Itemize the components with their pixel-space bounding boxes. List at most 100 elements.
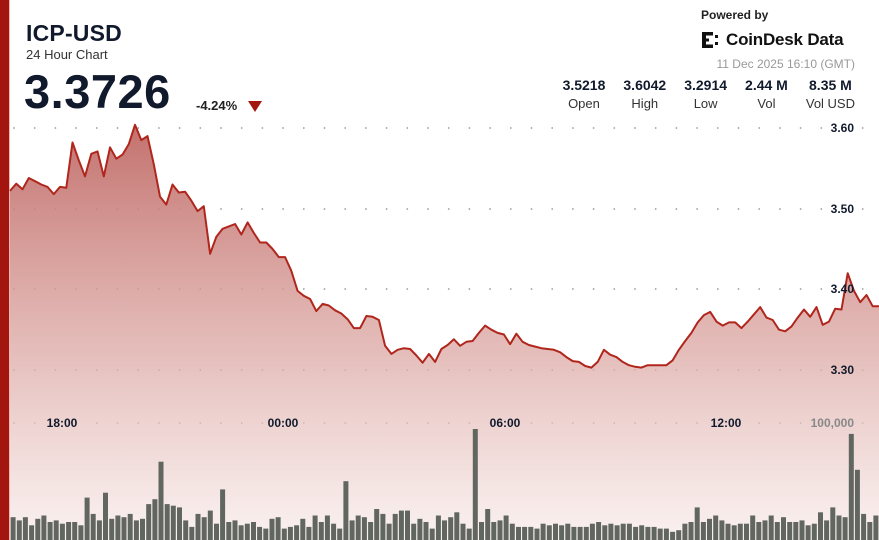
x-tick-label: 18:00	[47, 416, 78, 430]
volume-bar	[429, 528, 435, 540]
stat-vol-usd: 8.35 M Vol USD	[806, 77, 855, 111]
volume-bar	[189, 526, 195, 540]
y-tick-label: 3.60	[831, 121, 855, 135]
volume-bar	[398, 510, 404, 540]
price-change: -4.24%	[196, 98, 238, 113]
stat-label: Low	[693, 96, 718, 111]
volume-bar	[109, 518, 115, 540]
volume-bar	[269, 518, 275, 540]
volume-bar	[534, 528, 540, 540]
volume-bar	[787, 522, 793, 540]
volume-bar	[201, 517, 207, 540]
volume-bar	[503, 515, 509, 540]
volume-bar	[774, 522, 780, 540]
volume-bar	[47, 522, 53, 540]
volume-bar	[836, 515, 842, 540]
volume-bar	[614, 525, 620, 540]
volume-bar	[737, 523, 743, 540]
volume-bar	[300, 518, 306, 540]
volume-bar	[731, 525, 737, 540]
volume-bar	[324, 515, 330, 540]
volume-bar	[306, 526, 312, 540]
volume-bar	[799, 520, 805, 540]
down-arrow-icon	[248, 101, 262, 112]
volume-bar	[645, 526, 651, 540]
x-axis-labels: 18:00 00:00 06:00 12:00	[47, 416, 742, 430]
volume-bar	[867, 522, 873, 540]
volume-bar	[497, 520, 503, 540]
volume-bar	[793, 522, 799, 540]
volume-bar	[257, 526, 263, 540]
volume-bar	[460, 523, 466, 540]
volume-bar	[559, 525, 565, 540]
volume-bar	[454, 512, 460, 540]
volume-bar	[608, 523, 614, 540]
volume-bar	[861, 513, 867, 540]
volume-bar	[244, 523, 250, 540]
volume-bar	[380, 513, 386, 540]
volume-bar	[115, 515, 121, 540]
volume-bar	[750, 515, 756, 540]
volume-bar	[232, 520, 238, 540]
stat-high: 3.6042 High	[623, 77, 666, 111]
volume-bar	[553, 523, 558, 540]
volume-bar	[707, 518, 712, 540]
volume-bar	[90, 513, 96, 540]
brand-name: CoinDesk Data	[726, 30, 844, 49]
volume-bar	[479, 522, 484, 540]
volume-bar	[522, 526, 528, 540]
volume-bar	[170, 505, 176, 540]
volume-bars	[10, 429, 879, 540]
volume-bar	[540, 523, 546, 540]
volume-bar	[442, 520, 447, 540]
volume-bar	[121, 517, 127, 540]
volume-bar	[72, 522, 78, 540]
symbol-title: ICP-USD	[26, 20, 122, 46]
volume-bar	[331, 523, 337, 540]
volume-bar	[676, 530, 682, 540]
volume-bar	[848, 433, 854, 540]
volume-bar	[448, 517, 454, 540]
x-tick-label: 06:00	[490, 416, 521, 430]
current-price: 3.3726	[24, 65, 171, 118]
volume-bar	[700, 522, 706, 540]
volume-bar	[824, 520, 830, 540]
volume-bar	[251, 522, 256, 540]
volume-bar	[805, 525, 811, 540]
volume-bar	[602, 525, 608, 540]
volume-bar	[688, 522, 694, 540]
volume-tick-label: 100,000	[811, 416, 855, 430]
stat-label: Vol USD	[805, 96, 855, 111]
volume-bar	[516, 526, 521, 540]
volume-bar	[466, 528, 472, 540]
y-tick-label: 3.30	[831, 363, 855, 377]
stat-vol: 2.44 M Vol	[745, 77, 788, 111]
volume-bar	[10, 517, 16, 540]
stat-label: Vol	[757, 96, 776, 111]
volume-bar	[719, 520, 725, 540]
volume-bar	[818, 512, 823, 540]
y-tick-label: 3.40	[831, 282, 855, 296]
volume-bar	[220, 489, 226, 540]
y-axis-labels: 3.60 3.50 3.40 3.30 100,000	[811, 121, 855, 430]
timestamp: 11 Dec 2025 16:10 (GMT)	[716, 57, 855, 71]
volume-bar	[583, 526, 589, 540]
accent-bar	[0, 0, 9, 540]
stat-low: 3.2914 Low	[684, 77, 727, 111]
chart-subtitle: 24 Hour Chart	[26, 47, 108, 62]
volume-bar	[361, 517, 367, 540]
volume-bar	[238, 525, 244, 540]
volume-bar	[127, 513, 133, 540]
volume-bar	[214, 523, 219, 540]
volume-bar	[35, 518, 41, 540]
volume-bar	[491, 522, 497, 540]
volume-bar	[374, 509, 380, 540]
volume-bar	[84, 497, 90, 540]
volume-bar	[435, 515, 441, 540]
coindesk-logo-icon	[702, 32, 718, 48]
volume-bar	[639, 525, 645, 540]
y-tick-label: 3.50	[831, 202, 855, 216]
volume-bar	[337, 528, 343, 540]
x-tick-label: 00:00	[268, 416, 299, 430]
